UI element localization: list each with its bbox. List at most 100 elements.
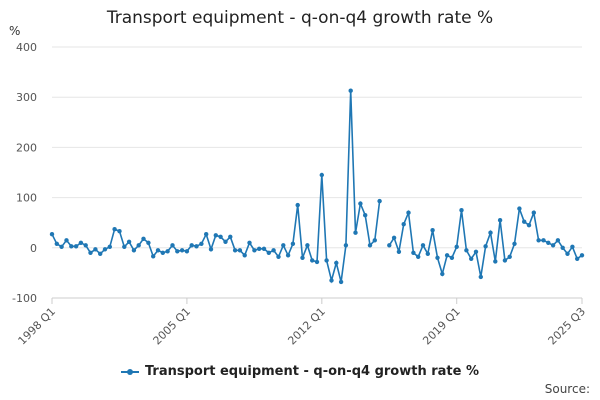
data-point [435,255,440,260]
data-point [348,88,353,93]
y-axis-ticks: 400 300 200 100 0 -100 [12,41,37,305]
data-point [391,235,397,240]
data-point [449,255,455,260]
data-point [175,249,180,254]
data-point [526,223,532,228]
y-tick-label: 200 [16,141,37,154]
data-point [488,230,493,235]
y-tick-label: -100 [12,292,37,305]
data-point [194,244,199,249]
data-point [266,250,271,255]
data-point [49,232,55,237]
data-point [204,232,209,237]
data-point [73,244,79,249]
data-point [560,245,565,250]
data-point [151,254,156,259]
data-point [507,254,512,259]
data-point [131,248,137,253]
data-point [411,250,416,255]
y-tick-label: 100 [16,192,37,205]
data-point [396,249,402,254]
data-point [387,243,392,248]
data-point [406,210,411,215]
data-point [555,238,561,243]
data-point [483,244,488,249]
data-point [117,229,122,234]
data-point [469,256,474,261]
data-point [165,249,170,254]
data-point [184,249,190,254]
data-point [367,243,373,248]
data-point [271,248,276,253]
y-tick-label: 0 [30,242,37,255]
legend-swatch [120,368,139,375]
data-point [310,258,315,263]
data-point [252,248,257,253]
data-point [160,250,165,255]
x-tick-label: 1998 Q1 [16,305,59,348]
data-point [401,222,406,227]
data-point [228,234,233,239]
data-point [189,243,194,248]
x-tick-label: 2012 Q1 [285,305,328,348]
data-point [579,253,585,258]
data-point [358,201,363,206]
data-point [54,241,59,246]
data-point [440,271,445,277]
data-point [146,240,151,245]
data-point [497,218,503,223]
data-point [314,259,320,265]
data-point [324,258,329,263]
x-tick-label: 2019 Q1 [420,305,463,348]
data-point [353,230,358,235]
data-point [281,243,286,248]
x-tick-label: 2025 Q3 [546,305,589,348]
x-axis: 1998 Q1 2005 Q1 2012 Q1 2019 Q1 2025 Q3 [16,297,589,348]
data-point [300,255,305,260]
data-point [546,240,551,245]
data-point [290,241,296,246]
data-point [377,198,382,204]
data-point [430,228,435,233]
data-point [141,236,146,241]
data-point [155,248,161,253]
series-layer [49,88,585,285]
data-point [473,249,479,254]
data-point [98,251,103,256]
data-point [88,250,93,255]
data-point [213,233,218,238]
data-point [372,238,377,243]
y-tick-label: 400 [16,41,37,54]
x-tick-label: 2005 Q1 [150,305,193,348]
data-point [541,238,546,243]
data-point [444,253,450,258]
data-point [107,244,113,249]
data-point [208,247,214,252]
data-point [199,241,204,246]
data-point [425,251,430,256]
data-point [420,243,426,248]
data-point [237,248,243,253]
data-point [493,259,498,264]
data-point [276,254,281,259]
data-point [522,219,527,224]
data-point [319,172,324,178]
data-point [112,227,117,232]
data-point [242,253,247,258]
data-point [329,278,334,283]
data-point [232,248,238,253]
data-point [517,206,522,211]
data-point [565,251,570,256]
data-point [531,210,536,215]
legend[interactable]: Transport equipment - q-on-q4 growth rat… [0,364,600,379]
data-point [136,243,141,248]
source-label: Source: [544,382,590,396]
data-point [416,254,421,259]
data-point [257,246,262,251]
data-point [512,241,517,246]
legend-label: Transport equipment - q-on-q4 growth rat… [144,364,479,379]
data-point [218,234,223,239]
data-point [93,247,98,252]
